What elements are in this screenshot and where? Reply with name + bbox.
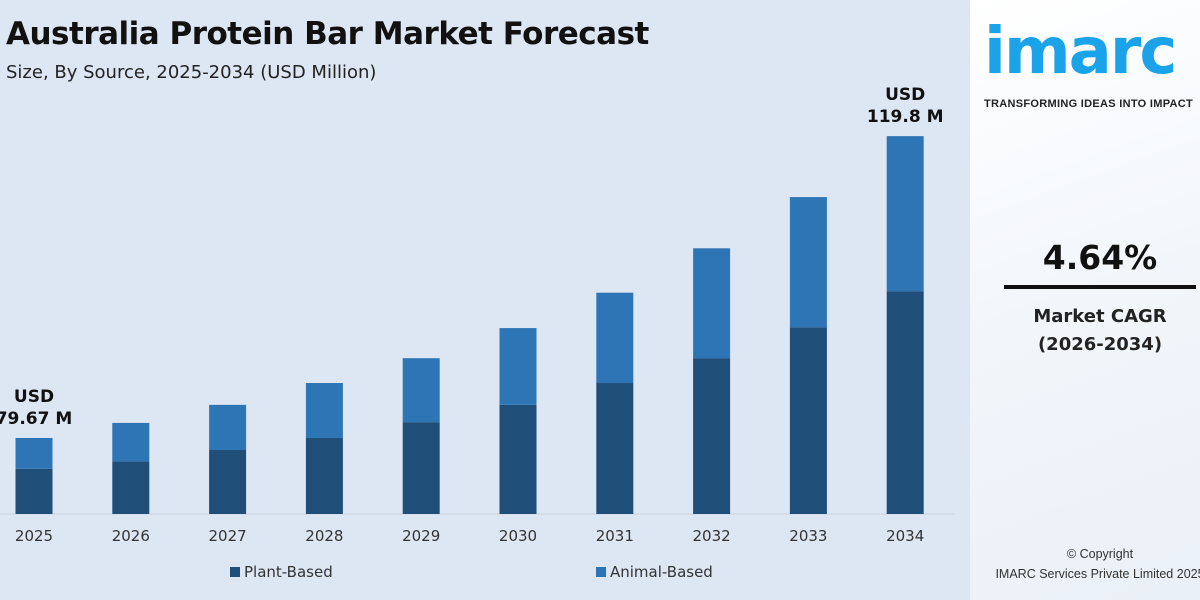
bar-chart: 2025 2026 2027 2028 2029 2030 2031 2032 2033 2034 <box>0 136 955 545</box>
annotation-2025: USD 79.67 M <box>0 386 73 429</box>
copyright: © Copyright IMARC Services Private Limite… <box>995 547 1200 581</box>
bar-animal-based-2029 <box>402 358 440 423</box>
cagr-value: 4.64% <box>1042 238 1158 277</box>
logo-tagline: TRANSFORMING IDEAS INTO IMPACT <box>984 98 1194 110</box>
bar-animal-based-2032 <box>693 248 731 359</box>
x-tick-label: 2029 <box>402 527 440 545</box>
x-tick-label: 2026 <box>112 527 150 545</box>
x-tick-label: 2027 <box>209 527 247 545</box>
bar-animal-based-2027 <box>209 404 247 451</box>
x-tick-label: 2025 <box>15 527 53 545</box>
bar-animal-based-2034 <box>886 136 924 292</box>
bar-plant-based-2033 <box>789 327 827 514</box>
legend-item-animal-based: Animal-Based <box>596 563 713 581</box>
bar-plant-based-2032 <box>693 358 731 514</box>
x-tick-label: 2034 <box>886 527 924 545</box>
legend-label: Plant-Based <box>244 563 333 581</box>
annotation-2034: USD 119.8 M <box>866 85 944 128</box>
bar-plant-based-2030 <box>499 404 537 514</box>
bar-plant-based-2029 <box>402 422 440 514</box>
bar-plant-based-2027 <box>209 450 247 514</box>
x-tick-label: 2030 <box>499 527 537 545</box>
bar-animal-based-2028 <box>305 383 343 438</box>
bar-animal-based-2026 <box>112 422 150 462</box>
bar-plant-based-2026 <box>112 461 150 514</box>
bar-animal-based-2031 <box>596 292 634 384</box>
bar-animal-based-2025 <box>15 437 53 469</box>
legend-swatch <box>596 567 606 577</box>
side-panel: imarc TRANSFORMING IDEAS INTO IMPACT 4.6… <box>970 0 1200 600</box>
chart-title: Australia Protein Bar Market Forecast <box>6 16 649 52</box>
x-tick-label: 2031 <box>596 527 634 545</box>
chart-subtitle: Size, By Source, 2025-2034 (USD Million) <box>6 62 377 83</box>
x-tick-label: 2033 <box>789 527 827 545</box>
bar-plant-based-2025 <box>15 468 53 514</box>
legend-swatch <box>230 567 240 577</box>
bar-plant-based-2028 <box>305 437 343 514</box>
bar-animal-based-2030 <box>499 328 537 405</box>
x-tick-label: 2028 <box>305 527 343 545</box>
x-tick-label: 2032 <box>693 527 731 545</box>
bar-plant-based-2034 <box>886 291 924 514</box>
legend-label: Animal-Based <box>610 563 713 581</box>
divider <box>1004 285 1196 289</box>
cagr-label: Market CAGR (2026-2034) <box>1033 306 1167 355</box>
imarc-logo: imarc <box>984 15 1177 89</box>
bar-plant-based-2031 <box>596 383 634 514</box>
bar-animal-based-2033 <box>789 197 827 328</box>
legend-item-plant-based: Plant-Based <box>230 563 333 581</box>
